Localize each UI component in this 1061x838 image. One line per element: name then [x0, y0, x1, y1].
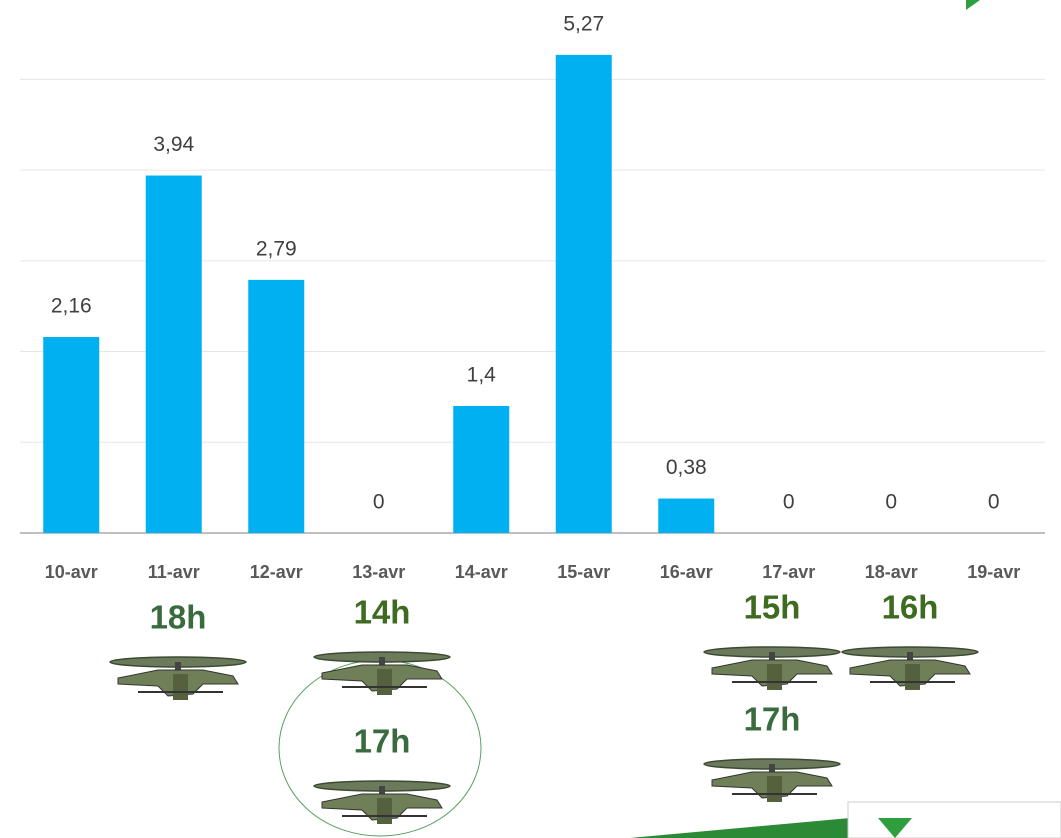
- x-tick-label: 14-avr: [455, 562, 508, 582]
- helicopter-icon: [110, 657, 246, 700]
- x-tick-label: 19-avr: [967, 562, 1020, 582]
- bar: [453, 406, 509, 533]
- bar: [658, 499, 714, 533]
- annotation-label: 17h: [744, 701, 801, 738]
- value-label: 0: [783, 491, 795, 514]
- chart: 10-avr 2,16 11-avr 3,94 12-avr 2,79 13-avr 0 14-…: [0, 0, 1061, 838]
- x-tick-label: 18-avr: [865, 562, 918, 582]
- x-tick-label: 10-avr: [45, 562, 98, 582]
- value-label: 3,94: [153, 133, 194, 156]
- helicopter-icon: [314, 652, 450, 695]
- bar: [248, 280, 304, 533]
- annotation-label: 14h: [354, 594, 411, 631]
- banner-decoration: [630, 818, 850, 838]
- x-tick-label: 11-avr: [148, 562, 200, 582]
- value-label: 0: [988, 491, 1000, 514]
- value-label: 0,38: [666, 456, 707, 479]
- x-tick-label: 13-avr: [352, 562, 405, 582]
- helicopter-icon: [704, 759, 840, 802]
- helicopter-icon: [842, 647, 978, 690]
- bar: [556, 55, 612, 533]
- plot-area: 10-avr 2,16 11-avr 3,94 12-avr 2,79 13-avr 0 14-…: [20, 12, 1045, 824]
- annotation-label: 16h: [882, 589, 939, 626]
- annotation-label: 15h: [744, 589, 801, 626]
- value-label: 0: [373, 491, 385, 514]
- bar: [146, 176, 202, 533]
- value-label: 2,79: [256, 237, 297, 260]
- value-label: 5,27: [563, 12, 604, 35]
- value-label: 1,4: [467, 364, 497, 387]
- x-tick-label: 12-avr: [250, 562, 303, 582]
- helicopter-icon: [704, 647, 840, 690]
- value-label: 2,16: [51, 295, 92, 318]
- annotation-label: 17h: [354, 723, 411, 760]
- x-tick-label: 17-avr: [762, 562, 815, 582]
- x-tick-label: 16-avr: [660, 562, 713, 582]
- bar: [43, 337, 99, 533]
- helicopter-icon: [314, 781, 450, 824]
- x-tick-label: 15-avr: [557, 562, 610, 582]
- corner-decoration: [966, 0, 980, 10]
- value-label: 0: [885, 491, 897, 514]
- annotation-label: 18h: [150, 599, 207, 636]
